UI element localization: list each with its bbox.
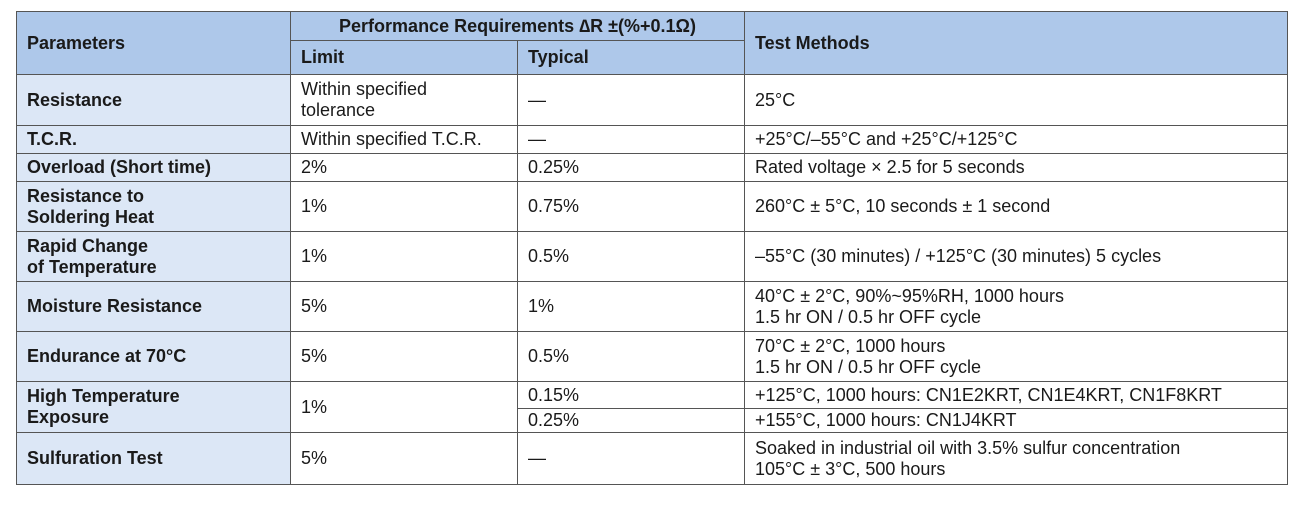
limit-cell: 1% <box>290 381 518 433</box>
typical-cell: 0.25% <box>517 153 745 182</box>
method-cell: 70°C ± 2°C, 1000 hours 1.5 hr ON / 0.5 h… <box>744 331 1288 382</box>
table-row: Resistance to Soldering Heat 1% 0.75% 26… <box>16 181 1288 232</box>
typical-cell: 0.5% <box>517 331 745 382</box>
limit-cell: 1% <box>290 181 518 232</box>
limit-cell: Within specified T.C.R. <box>290 125 518 154</box>
method-cell: +155°C, 1000 hours: CN1J4KRT <box>744 408 1288 433</box>
header-limit: Limit <box>290 40 518 75</box>
param-cell: Resistance <box>16 74 291 126</box>
method-cell: 25°C <box>744 74 1288 126</box>
table-row: Endurance at 70°C 5% 0.5% 70°C ± 2°C, 10… <box>16 331 1288 382</box>
param-cell: T.C.R. <box>16 125 291 154</box>
typical-cell: 1% <box>517 281 745 332</box>
header-test-methods: Test Methods <box>744 11 1288 75</box>
table-row: Moisture Resistance 5% 1% 40°C ± 2°C, 90… <box>16 281 1288 332</box>
limit-cell: Within specified tolerance <box>290 74 518 126</box>
table-row: Sulfuration Test 5% — Soaked in industri… <box>16 432 1288 485</box>
header-performance-requirements: Performance Requirements ∆R ±(%+0.1Ω) <box>290 11 745 41</box>
method-cell: 260°C ± 5°C, 10 seconds ± 1 second <box>744 181 1288 232</box>
limit-cell: 5% <box>290 432 518 485</box>
table-row: High Temperature Exposure 1% 0.15% +125°… <box>16 381 1288 433</box>
typical-cell: — <box>517 432 745 485</box>
method-cell: Soaked in industrial oil with 3.5% sulfu… <box>744 432 1288 485</box>
typical-cell: 0.15% <box>517 381 745 409</box>
param-cell: Moisture Resistance <box>16 281 291 332</box>
table-row: T.C.R. Within specified T.C.R. — +25°C/–… <box>16 125 1288 154</box>
method-cell: –55°C (30 minutes) / +125°C (30 minutes)… <box>744 231 1288 282</box>
typical-cell: 0.25% <box>517 408 745 433</box>
method-cell: +125°C, 1000 hours: CN1E2KRT, CN1E4KRT, … <box>744 381 1288 409</box>
method-cell: Rated voltage × 2.5 for 5 seconds <box>744 153 1288 182</box>
typical-cell: 0.75% <box>517 181 745 232</box>
param-cell: Overload (Short time) <box>16 153 291 182</box>
table-row: Overload (Short time) 2% 0.25% Rated vol… <box>16 153 1288 182</box>
param-cell: Resistance to Soldering Heat <box>16 181 291 232</box>
typical-cell: — <box>517 125 745 154</box>
typical-cell: — <box>517 74 745 126</box>
limit-cell: 5% <box>290 331 518 382</box>
table-row: Resistance Within specified tolerance — … <box>16 74 1288 126</box>
typical-cell: 0.5% <box>517 231 745 282</box>
performance-spec-table: Parameters Performance Requirements ∆R ±… <box>16 11 1288 485</box>
limit-cell: 1% <box>290 231 518 282</box>
param-cell: Sulfuration Test <box>16 432 291 485</box>
param-cell: Rapid Change of Temperature <box>16 231 291 282</box>
limit-cell: 2% <box>290 153 518 182</box>
table-row: 0.25% +155°C, 1000 hours: CN1J4KRT <box>17 408 1288 433</box>
header-parameters: Parameters <box>16 11 291 75</box>
table-row: Rapid Change of Temperature 1% 0.5% –55°… <box>16 231 1288 282</box>
limit-cell: 5% <box>290 281 518 332</box>
param-cell: Endurance at 70°C <box>16 331 291 382</box>
method-cell: +25°C/–55°C and +25°C/+125°C <box>744 125 1288 154</box>
header-typical: Typical <box>517 40 745 75</box>
method-cell: 40°C ± 2°C, 90%~95%RH, 1000 hours 1.5 hr… <box>744 281 1288 332</box>
param-cell: High Temperature Exposure <box>16 381 291 433</box>
